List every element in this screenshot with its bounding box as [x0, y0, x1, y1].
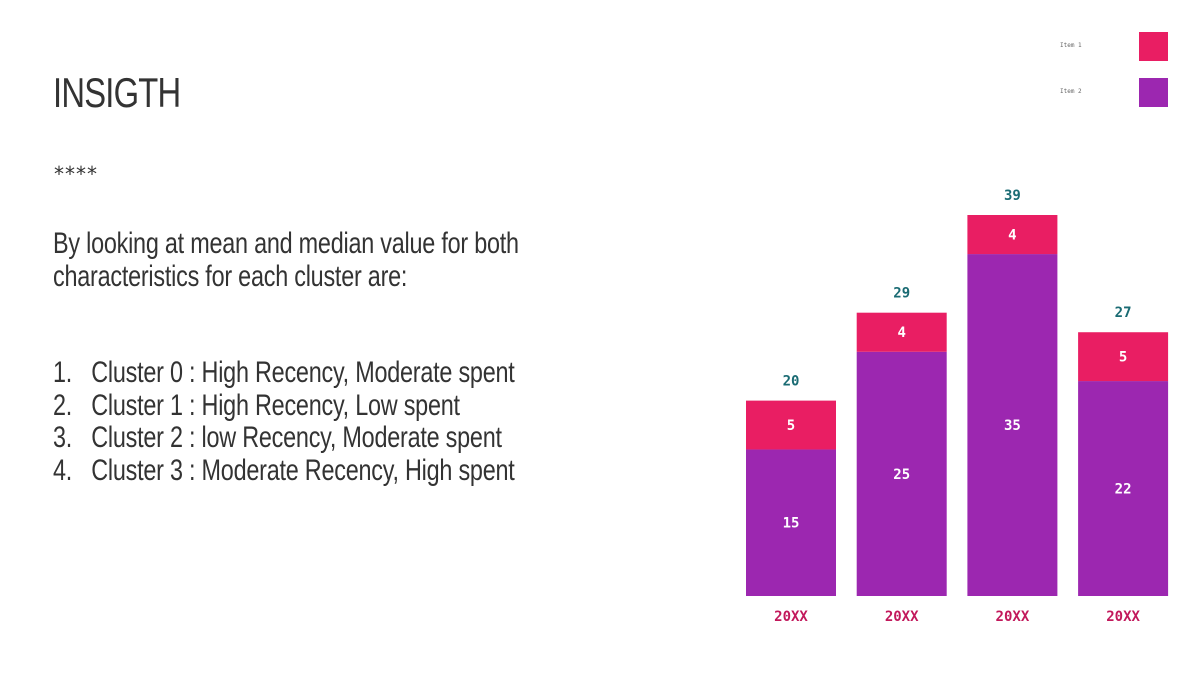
x-tick-label: 20XX	[996, 609, 1030, 625]
list-number: 4.	[53, 453, 73, 487]
list-number: 3.	[53, 421, 73, 454]
legend-label: Item 2	[1060, 88, 1082, 95]
legend-swatch-item-2	[1139, 78, 1168, 107]
list-text: Cluster 3 : Moderate Recency, High spent	[91, 453, 515, 487]
bar-segment-item-2	[1078, 381, 1169, 596]
segment-value-label: 4	[897, 325, 905, 341]
list-text: Cluster 1 : High Recency, Low spent	[91, 388, 460, 422]
list-text: Cluster 2 : low Recency, Moderate spent	[91, 421, 502, 454]
bar-segment-item-1	[1078, 332, 1169, 382]
bar-segment-item-1	[967, 215, 1058, 255]
list-item: 3. Cluster 2 : low Recency, Moderate spen…	[53, 421, 645, 455]
legend-label: Item 1	[1060, 42, 1082, 49]
segment-value-label: 25	[893, 467, 910, 483]
bar-segment-item-2	[967, 254, 1058, 597]
list-item: 1. Cluster 0 : High Recency, Moderate spe…	[53, 356, 645, 390]
bar-total-label: 39	[1004, 188, 1021, 204]
intro-line: characteristics for each cluster are:	[53, 260, 408, 293]
segment-value-label: 35	[1004, 418, 1021, 434]
bar-segment-item-2	[746, 449, 836, 596]
list-item: 2. Cluster 1 : High Recency, Low spent	[53, 388, 645, 423]
x-tick-label: 20XX	[774, 609, 808, 625]
list-text: Cluster 0 : High Recency, Moderate spent	[91, 356, 515, 389]
list-number: 2.	[53, 388, 73, 422]
segment-value-label: 15	[783, 516, 800, 532]
list-item: 4. Cluster 3 : Moderate Recency, High spe…	[53, 453, 645, 488]
intro-line: By looking at mean and median value for …	[53, 227, 519, 260]
segment-value-label: 5	[1119, 350, 1127, 366]
segment-value-label: 4	[1008, 228, 1016, 244]
legend-item-2: Item 2	[1060, 78, 1170, 108]
bar-total-label: 20	[783, 374, 800, 390]
slide-title: INSIGTH	[53, 69, 181, 116]
segment-value-label: 5	[787, 418, 795, 434]
segment-value-label: 22	[1115, 482, 1132, 498]
x-tick-label: 20XX	[1106, 609, 1140, 625]
bar-total-label: 27	[1115, 305, 1132, 321]
cluster-list: 1. Cluster 0 : High Recency, Moderate spe…	[53, 356, 645, 488]
list-number: 1.	[53, 356, 73, 389]
bar-total-label: 29	[893, 286, 910, 302]
x-tick-label: 20XX	[885, 609, 919, 625]
legend-item-1: Item 1	[1060, 32, 1170, 62]
bar-segment-item-1	[746, 400, 836, 450]
bar-segment-item-2	[856, 351, 947, 596]
intro-text: By looking at mean and median value for …	[53, 227, 650, 293]
decorative-asterisks: ****	[54, 162, 98, 186]
legend-swatch-item-1	[1139, 32, 1168, 61]
bar-segment-item-1	[856, 312, 947, 352]
